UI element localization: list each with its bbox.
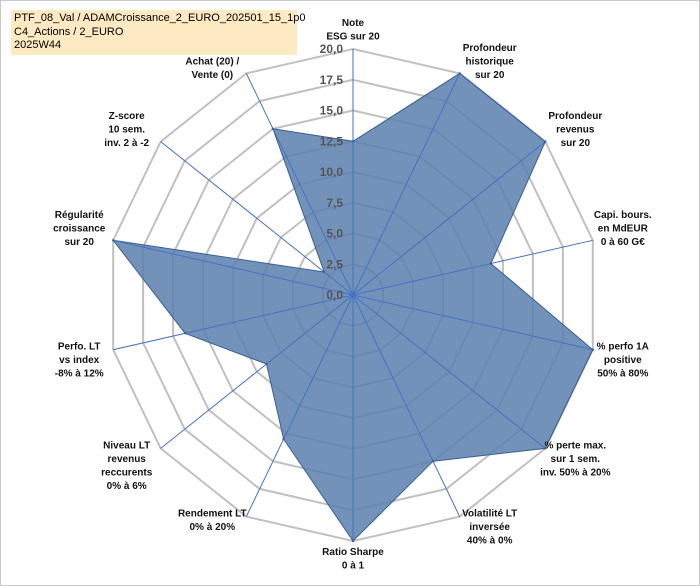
data-point-8 <box>282 437 285 441</box>
tick-label-1: 2,5 <box>326 257 343 271</box>
axis-label-6-line-2: 40% à 0% <box>467 536 513 547</box>
axis-spoke-4 <box>352 294 593 351</box>
axis-label-8: Rendement LT 0% à 20% <box>178 509 247 534</box>
axis-label-9-line-1: revenus <box>108 454 147 465</box>
axis-label-3-line-2: 0 à 60 G€ <box>601 237 645 248</box>
axis-label-11-line-2: sur 20 <box>64 237 94 248</box>
tick-label-0: 0,0 <box>326 288 343 302</box>
axis-label-12-line-1: 10 sem. <box>108 125 145 136</box>
axis-label-5-line-2: inv. 50% à 20% <box>540 467 611 478</box>
axis-label-3-line-1: en MdEUR <box>598 223 649 234</box>
axis-label-0-line-1: ESG sur 20 <box>326 32 380 43</box>
tick-label-8: 20,0 <box>320 42 344 56</box>
chart-title-line-2: C4_Actions / 2_EURO <box>14 25 124 38</box>
axis-label-4-line-1: positive <box>604 355 642 366</box>
axis-label-1: Profondeur historique sur 20 <box>463 43 517 81</box>
tick-label-5: 12,5 <box>320 134 344 148</box>
axis-spoke-6 <box>352 294 461 517</box>
axis-label-9-line-3: 0% à 6% <box>107 481 147 492</box>
data-point-7 <box>351 539 355 543</box>
axis-label-12: Z-score 10 sem. inv. 2 à -2 <box>104 111 149 149</box>
tick-label-7: 17,5 <box>320 73 344 87</box>
axis-label-5-line-0: % perte max. <box>544 440 606 451</box>
data-point-4 <box>591 348 594 351</box>
data-point-9 <box>265 362 268 366</box>
axis-label-6-line-1: inversée <box>469 522 510 533</box>
data-point-11 <box>112 239 115 242</box>
axis-label-7-line-1: 0 à 1 <box>342 561 365 572</box>
axis-spoke-11 <box>113 239 354 296</box>
axis-label-7: Ratio Sharpe 0 à 1 <box>322 547 384 572</box>
data-point-2 <box>544 140 547 143</box>
axis-label-2: Profondeur revenus sur 20 <box>548 111 602 149</box>
axis-label-2-line-0: Profondeur <box>548 111 602 122</box>
axis-spoke-12 <box>160 141 354 296</box>
axis-label-2-line-2: sur 20 <box>561 138 591 149</box>
axis-label-1-line-1: historique <box>466 56 515 67</box>
data-point-12 <box>323 270 326 274</box>
axis-label-4: % perfo 1A positive 50% à 80% <box>597 342 649 380</box>
axis-spoke-10 <box>113 294 354 351</box>
axis-spoke-9 <box>160 294 354 449</box>
axis-label-1-line-2: sur 20 <box>475 70 505 81</box>
tick-label-4: 10,0 <box>320 165 344 179</box>
axis-spoke-2 <box>352 141 546 296</box>
axis-label-11: Régularité croissance sur 20 <box>53 210 106 248</box>
chart-title-line-3: 2025W44 <box>14 39 62 51</box>
chart-title-box: PTF_08_Val / ADAMCroissance_2_EURO_20250… <box>11 10 306 55</box>
axis-label-0-line-0: Note <box>342 18 365 29</box>
axis-label-13-line-2: Vente (0) <box>191 70 233 81</box>
data-point-6 <box>431 460 435 463</box>
data-point-13 <box>271 127 275 130</box>
data-point-10 <box>183 332 187 335</box>
axis-label-8-line-0: Rendement LT <box>178 509 247 520</box>
axis-label-10-line-0: Perfo. LT <box>58 342 101 353</box>
axis-label-9-line-0: Niveau LT <box>103 440 150 451</box>
axis-spoke-13 <box>245 73 354 296</box>
tick-label-3: 7,5 <box>326 196 343 210</box>
axis-label-0: Note ESG sur 20 <box>326 18 380 43</box>
axis-label-8-line-1: 0% à 20% <box>190 522 236 533</box>
data-point-0 <box>351 140 355 143</box>
axis-label-3: Capi. bours. en MdEUR 0 à 60 G€ <box>594 210 652 248</box>
axis-label-4-line-0: % perfo 1A <box>597 342 649 353</box>
axis-label-4-line-2: 50% à 80% <box>597 369 648 380</box>
axis-spoke-8 <box>245 294 354 517</box>
axis-label-9: Niveau LT revenus reccurents 0% à 6% <box>101 440 153 492</box>
data-point-1 <box>458 72 461 75</box>
data-point-3 <box>489 262 493 265</box>
axis-label-1-line-0: Profondeur <box>463 43 517 54</box>
axis-label-6-line-0: Volatilité LT <box>462 509 517 520</box>
axis-spoke-1 <box>352 73 461 296</box>
axis-spoke-5 <box>352 294 546 449</box>
axis-label-10-line-1: vs index <box>59 355 99 366</box>
axis-label-2-line-1: revenus <box>556 125 595 136</box>
axis-label-10-line-2: -8% à 12% <box>55 369 104 380</box>
axis-label-5: % perte max. sur 1 sem. inv. 50% à 20% <box>540 440 611 478</box>
data-point-5 <box>544 447 547 450</box>
axis-label-7-line-0: Ratio Sharpe <box>322 547 384 558</box>
axis-label-11-line-1: croissance <box>53 223 106 234</box>
axis-label-3-line-0: Capi. bours. <box>594 210 652 221</box>
axis-label-5-line-1: sur 1 sem. <box>551 454 601 465</box>
axis-label-11-line-0: Régularité <box>55 210 104 221</box>
tick-label-2: 5,0 <box>326 227 343 241</box>
chart-title-line-1: PTF_08_Val / ADAMCroissance_2_EURO_20250… <box>14 12 306 24</box>
axis-label-10: Perfo. LT vs index -8% à 12% <box>55 342 104 380</box>
tick-label-6: 15,0 <box>320 104 344 118</box>
axis-label-6: Volatilité LT inversée 40% à 0% <box>462 509 517 547</box>
axis-label-13-line-1: Achat (20) / <box>185 56 239 67</box>
axis-spoke-3 <box>352 239 593 296</box>
axis-label-9-line-2: reccurents <box>101 467 153 478</box>
axis-label-12-line-2: inv. 2 à -2 <box>104 138 149 149</box>
axis-label-12-line-0: Z-score <box>109 111 146 122</box>
